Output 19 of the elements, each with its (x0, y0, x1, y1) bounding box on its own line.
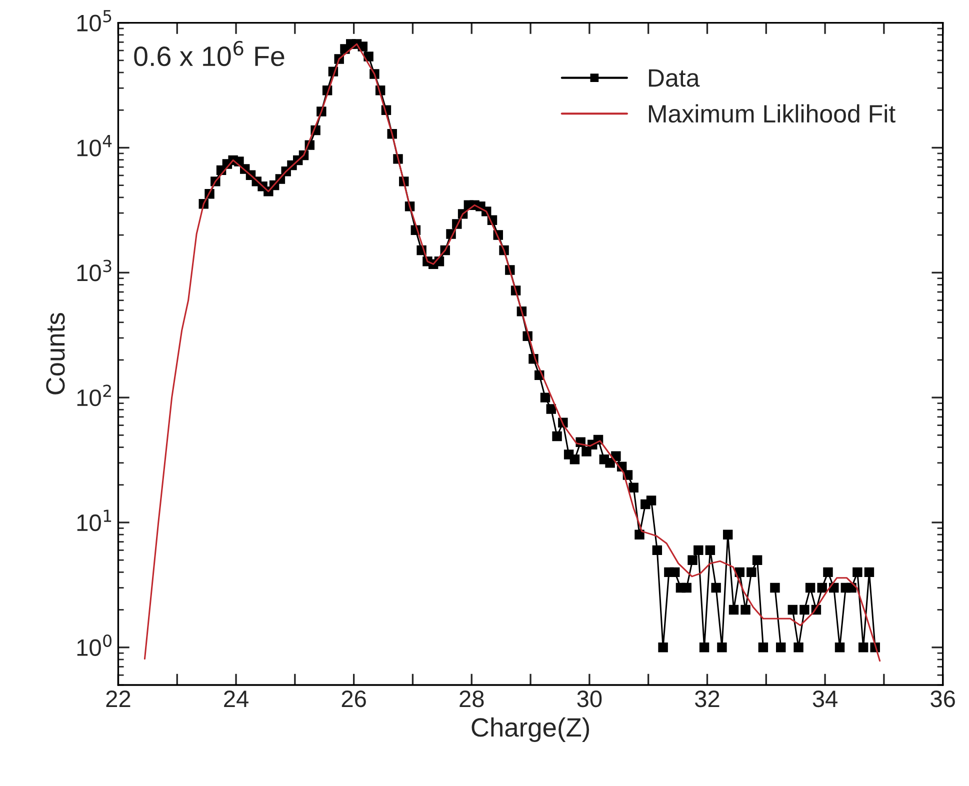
y-tick-label: 10$^{1}$ (77, 510, 112, 532)
x-tick-label: 28 (460, 690, 484, 708)
legend-label: Maximum Liklihood Fit (648, 104, 896, 123)
legend-label: Data (648, 69, 700, 87)
y-axis-title: Counts (46, 313, 65, 394)
y-tick-label: 10$^{2}$ (77, 384, 111, 406)
x-tick-label: 30 (577, 690, 602, 708)
x-tick-label: 22 (106, 690, 130, 707)
x-tick-label: 34 (812, 690, 838, 708)
y-tick-label: 10$^{3}$ (77, 260, 112, 282)
annotation: 0.6 x 10$^{6}$ Fe (134, 40, 284, 66)
y-tick-label: 10$^{5}$ (77, 10, 112, 32)
x-axis-title: Charge(Z) (472, 717, 590, 742)
x-tick-label: 32 (695, 690, 720, 708)
y-tick-label: 10$^{0}$ (77, 634, 112, 656)
x-tick-label: 26 (342, 690, 366, 708)
x-tick-label: 36 (930, 690, 955, 708)
y-tick-label: 10$^{4}$ (77, 135, 112, 156)
x-tick-label: 24 (224, 690, 248, 707)
